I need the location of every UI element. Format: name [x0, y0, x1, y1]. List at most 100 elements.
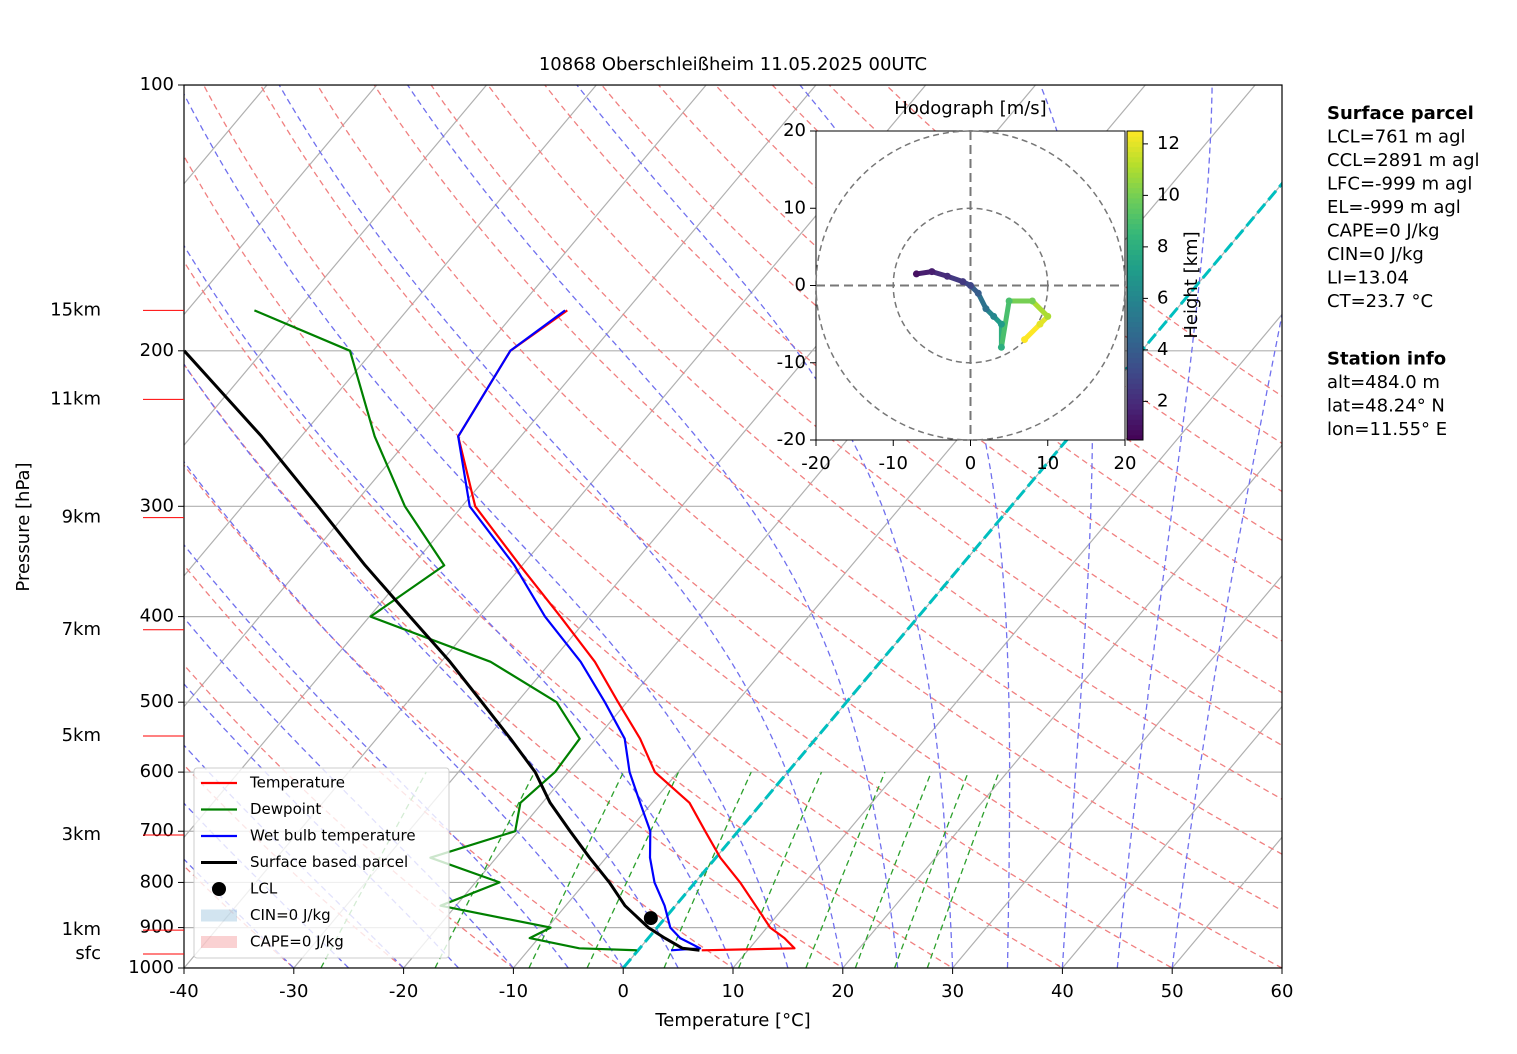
mixing-ratio-line — [893, 771, 969, 968]
hodograph-x-tick-label: 20 — [1114, 453, 1137, 474]
y-tick-label: 1000 — [128, 957, 174, 978]
hodograph-y-tick-label: -20 — [777, 429, 806, 450]
colorbar-step — [1127, 367, 1143, 374]
colorbar-step — [1127, 213, 1143, 220]
dry-adiabat — [657, 85, 1282, 591]
mixing-ratio-line — [737, 771, 823, 968]
dry-adiabat — [184, 564, 625, 968]
hodograph-segment — [1022, 321, 1043, 343]
hodograph-x-tick-label: 0 — [965, 453, 976, 474]
hodograph-segment — [998, 298, 1012, 350]
height-label: 5km — [62, 725, 101, 746]
mixing-ratio-line — [663, 771, 752, 968]
colorbar-step — [1127, 223, 1143, 230]
colorbar-step — [1127, 388, 1143, 395]
hodograph-y-tick-label: 0 — [795, 275, 806, 296]
colorbar-step — [1127, 131, 1143, 137]
y-tick-label: 600 — [140, 761, 174, 782]
legend-label: Temperature — [249, 774, 345, 792]
info-line: alt=484.0 m — [1327, 372, 1440, 393]
colorbar-step — [1127, 182, 1143, 189]
dry-adiabat — [202, 85, 1174, 968]
mixing-ratio-line — [586, 771, 680, 968]
colorbar-step — [1127, 419, 1143, 426]
hodograph-point — [928, 268, 936, 276]
colorbar-step — [1127, 424, 1143, 431]
hodograph-x-tick-label: 10 — [1036, 453, 1059, 474]
colorbar-step — [1127, 403, 1143, 410]
dry-adiabat — [600, 85, 1282, 642]
info-line: LCL=761 m agl — [1327, 127, 1466, 148]
chart-title: 10868 Oberschleißheim 11.05.2025 00UTC — [539, 54, 927, 75]
info-title: Surface parcel — [1327, 103, 1474, 124]
moist-adiabat — [407, 85, 899, 968]
profiles — [184, 309, 796, 952]
colorbar-step — [1127, 414, 1143, 420]
colorbar-step — [1127, 141, 1143, 147]
colorbar-step — [1127, 378, 1143, 384]
colorbar-step — [1127, 398, 1143, 405]
moist-adiabat — [184, 363, 679, 968]
legend: Temperature Dewpoint Wet bulb temperature S… — [193, 767, 450, 959]
isotherm — [184, 85, 378, 316]
isotherm — [184, 85, 817, 839]
lcl-point — [643, 911, 658, 926]
y-tick-label: 500 — [140, 691, 174, 712]
colorbar-step — [1127, 383, 1143, 389]
dry-adiabat — [184, 260, 954, 968]
colorbar-step — [1127, 373, 1143, 379]
colorbar-step — [1127, 429, 1143, 436]
colorbar-step — [1127, 326, 1143, 333]
colorbar-step — [1127, 187, 1143, 194]
colorbar-tick-label: 6 — [1157, 287, 1168, 308]
colorbar-step — [1127, 295, 1143, 302]
isotherm — [842, 444, 1282, 968]
info-line: lon=11.55° E — [1327, 419, 1447, 440]
dry-adiabat — [316, 85, 1282, 912]
colorbar-step — [1127, 393, 1143, 400]
dry-adiabat — [373, 85, 1282, 855]
colorbar-step — [1127, 362, 1143, 369]
info-line: CCL=2891 m agl — [1327, 150, 1480, 171]
moist-adiabat — [184, 616, 514, 968]
colorbar-step — [1127, 259, 1143, 266]
hodograph-point — [1021, 336, 1029, 344]
colorbar-tick-label: 8 — [1157, 236, 1168, 257]
colorbar-tick-label: 12 — [1157, 133, 1180, 154]
colorbar-step — [1127, 167, 1143, 173]
hodograph-title: Hodograph [m/s] — [894, 98, 1046, 119]
hodograph-point — [1005, 297, 1013, 305]
hodograph-point — [1044, 312, 1052, 320]
mixing-ratio-line — [434, 771, 536, 968]
legend-swatch — [212, 882, 226, 896]
hodograph-x-tick-label: -10 — [879, 453, 908, 474]
hodograph-y-tick-label: -10 — [777, 352, 806, 373]
x-tick-label: 20 — [831, 981, 854, 1002]
dry-adiabat — [543, 85, 1282, 694]
colorbar-step — [1127, 342, 1143, 348]
height-label: 3km — [62, 824, 101, 845]
y-tick-label: 800 — [140, 871, 174, 892]
mixing-ratio-line — [528, 771, 625, 968]
y-axis-label: Pressure [hPa] — [13, 462, 34, 591]
isotherm — [1061, 705, 1282, 968]
hodograph-point — [959, 278, 967, 286]
x-axis-label: Temperature [°C] — [654, 1010, 810, 1031]
foreground: -40 -30 -20 -10 0 10 20 30 40 50 60100200300400500… — [50, 74, 1479, 1002]
dry-adiabat — [828, 85, 1282, 445]
hodograph-point — [912, 270, 920, 278]
colorbar-label: Height [km] — [1181, 231, 1202, 338]
colorbar-step — [1127, 151, 1143, 158]
colorbar-step — [1127, 275, 1143, 281]
moist-adiabat — [1116, 85, 1213, 968]
colorbar-step — [1127, 244, 1143, 250]
height-label: 11km — [50, 388, 101, 409]
mixing-ratio-line — [854, 771, 933, 968]
height-label: 9km — [62, 507, 101, 528]
legend-swatch — [201, 936, 237, 948]
colorbar-step — [1127, 316, 1143, 323]
colorbar-tick-label: 4 — [1157, 339, 1168, 360]
dry-adiabat — [184, 154, 1064, 968]
dry-adiabat — [430, 85, 1282, 800]
mixing-ratio-line — [926, 771, 1000, 968]
